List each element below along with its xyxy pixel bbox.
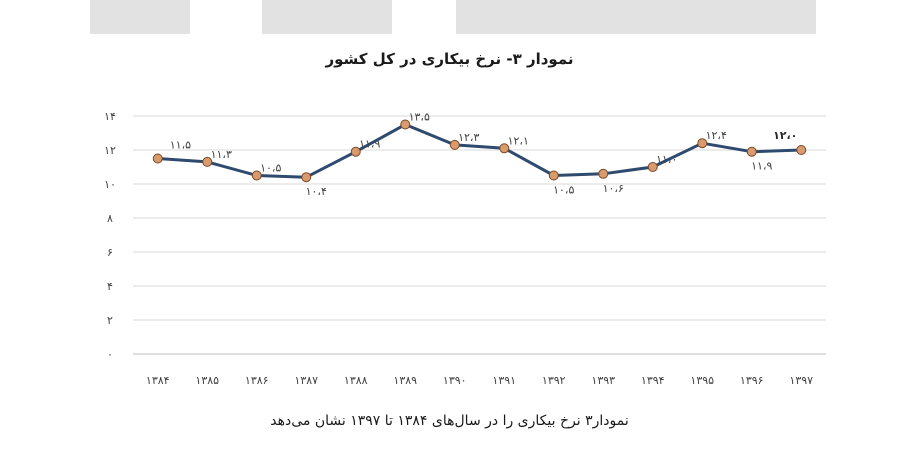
data-label: ۱۱،۵ bbox=[170, 139, 191, 152]
x-tick-label: ۱۳۸۵ bbox=[195, 374, 219, 387]
y-tick-label: ۶ bbox=[107, 246, 113, 259]
chart-caption: نمودار۳ نرخ بیکاری را در سال‌های ۱۳۸۴ تا… bbox=[270, 413, 629, 429]
data-label: ۱۳،۵ bbox=[409, 111, 430, 124]
x-tick-label: ۱۳۹۵ bbox=[690, 374, 714, 387]
x-tick-label: ۱۳۹۴ bbox=[641, 374, 665, 387]
chart-title: نمودار ۳- نرخ بیکاری در کل کشور bbox=[325, 50, 574, 68]
data-label: ۱۰،۴ bbox=[306, 185, 327, 198]
x-tick-label: ۱۳۸۸ bbox=[344, 374, 368, 387]
y-tick-label: ۱۲ bbox=[104, 144, 116, 157]
y-tick-label: ۱۴ bbox=[104, 110, 116, 123]
watermark-block bbox=[90, 0, 190, 34]
y-tick-label: ۲ bbox=[107, 314, 113, 327]
data-point bbox=[251, 170, 262, 181]
x-tick-label: ۱۳۹۷ bbox=[789, 374, 813, 387]
x-tick-label: ۱۳۹۱ bbox=[492, 374, 516, 387]
data-point bbox=[400, 119, 411, 130]
data-label: ۱۱،۹ bbox=[751, 160, 772, 173]
watermark-block bbox=[456, 0, 816, 34]
data-label: ۱۲،۰ bbox=[773, 129, 797, 142]
data-point bbox=[350, 146, 361, 157]
watermark-block bbox=[262, 0, 392, 34]
x-tick-label: ۱۳۸۹ bbox=[393, 374, 417, 387]
data-label: ۱۱،۰ bbox=[656, 153, 677, 166]
data-point bbox=[598, 168, 609, 179]
x-tick-label: ۱۳۹۶ bbox=[740, 374, 764, 387]
data-label: ۱۱،۳ bbox=[211, 148, 232, 161]
y-tick-label: ۱۰ bbox=[104, 178, 116, 191]
data-point bbox=[697, 138, 708, 149]
data-label: ۱۰،۵ bbox=[553, 184, 574, 197]
data-label: ۱۰،۵ bbox=[260, 162, 281, 175]
y-tick-label: ۴ bbox=[107, 280, 113, 293]
data-label: ۱۱،۹ bbox=[359, 138, 380, 151]
data-point bbox=[449, 139, 460, 150]
x-tick-label: ۱۳۹۰ bbox=[443, 374, 467, 387]
x-tick-label: ۱۳۸۷ bbox=[294, 374, 318, 387]
data-label: ۱۲،۱ bbox=[508, 134, 529, 147]
data-point bbox=[152, 153, 163, 164]
data-point bbox=[499, 143, 510, 154]
y-tick-label: ۸ bbox=[107, 212, 113, 225]
data-point bbox=[647, 162, 658, 172]
data-point bbox=[796, 145, 807, 155]
data-point bbox=[746, 146, 757, 157]
x-tick-label: ۱۳۸۴ bbox=[146, 374, 170, 387]
x-tick-label: ۱۳۸۶ bbox=[245, 374, 269, 387]
x-tick-label: ۱۳۹۲ bbox=[542, 374, 566, 387]
data-label: ۱۰،۶ bbox=[603, 182, 624, 195]
data-point bbox=[301, 172, 312, 183]
data-point bbox=[202, 156, 213, 167]
x-tick-label: ۱۳۹۳ bbox=[591, 374, 615, 387]
y-tick-label: ۰ bbox=[107, 348, 113, 361]
series-line bbox=[156, 123, 803, 179]
data-label: ۱۲،۴ bbox=[706, 129, 727, 142]
data-label: ۱۲،۳ bbox=[458, 131, 479, 144]
data-point bbox=[548, 170, 559, 181]
